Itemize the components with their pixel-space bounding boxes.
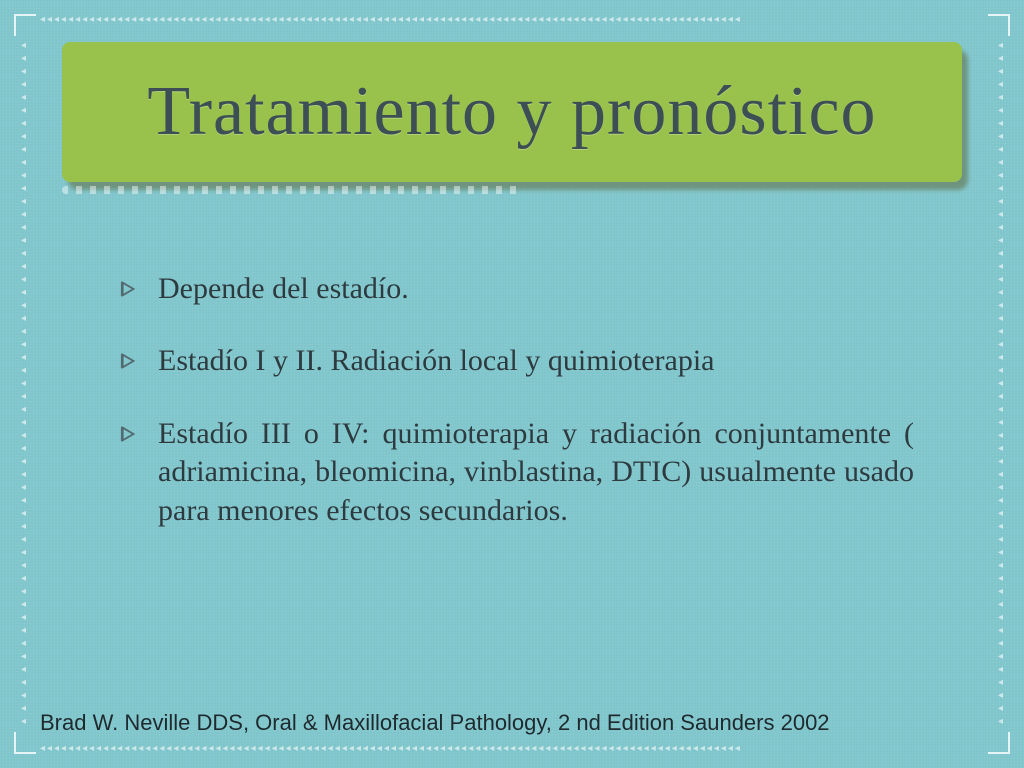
bullet-icon (120, 280, 140, 300)
list-item: Depende del estadío. (120, 270, 914, 308)
stitch-decoration (62, 186, 524, 194)
frame-corner (14, 14, 36, 36)
list-item: Estadío III o IV: quimioterapia y radiac… (120, 415, 914, 530)
bullet-list: Depende del estadío. Estadío I y II. Rad… (120, 270, 914, 564)
frame-corner (988, 14, 1010, 36)
bullet-text: Estadío III o IV: quimioterapia y radiac… (158, 415, 914, 530)
title-banner: Tratamiento y pronóstico (62, 42, 962, 182)
bullet-icon (120, 425, 140, 445)
citation-text: Brad W. Neville DDS, Oral & Maxillofacia… (40, 710, 984, 736)
bullet-icon (120, 352, 140, 372)
list-item: Estadío I y II. Radiación local y quimio… (120, 342, 914, 380)
frame-corner (14, 732, 36, 754)
frame-corner (988, 732, 1010, 754)
slide-title: Tratamiento y pronóstico (147, 72, 876, 152)
bullet-text: Estadío I y II. Radiación local y quimio… (158, 342, 715, 380)
bullet-text: Depende del estadío. (158, 270, 409, 308)
